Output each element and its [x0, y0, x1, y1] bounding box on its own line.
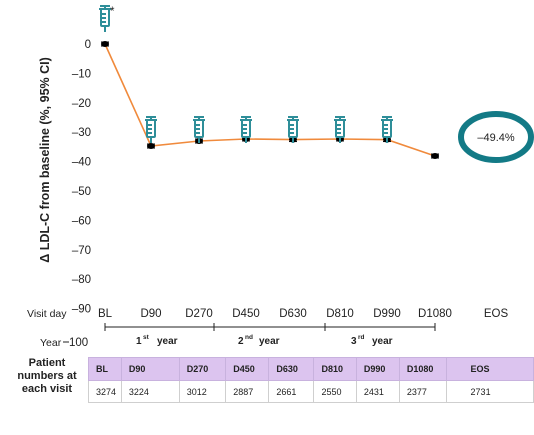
patient-numbers-table: BL D90 D270 D450 D630 D810 D990 D1080 EO… — [88, 357, 534, 403]
injection-asterisk: * — [110, 6, 115, 18]
table-cell: 2731 — [445, 380, 534, 403]
y-tick-label: –50 — [72, 186, 91, 198]
data-point — [147, 143, 155, 150]
y-tick-label: –60 — [72, 215, 91, 227]
year-number: 2 — [238, 336, 244, 347]
y-tick-label: –10 — [72, 68, 91, 80]
x-tick-label: D90 — [140, 308, 161, 320]
y-tick-label: –90 — [72, 304, 91, 316]
table-cell: 3274 — [88, 380, 122, 403]
ldl-chart: 0 –10 –20 –30 –40 –50 –60 –70 –80 –90 Δ LDL-C from… — [27, 5, 534, 349]
table-cell: 2431 — [355, 380, 400, 403]
table-header-cell: D1080 — [398, 357, 447, 381]
table-row: 3274 3224 3012 2887 2661 2550 2431 2377 … — [88, 380, 534, 403]
syringe-icon — [240, 116, 252, 143]
table-header-row: BL D90 D270 D450 D630 D810 D990 D1080 EO… — [88, 357, 534, 381]
table-header-cell: D630 — [268, 357, 315, 381]
data-point — [101, 41, 109, 47]
syringe-icon — [334, 116, 346, 143]
table-header-cell: EOS — [445, 357, 534, 381]
x-tick-label: D450 — [232, 308, 260, 320]
x-tick-label: D1080 — [418, 308, 452, 320]
y-axis-title: Δ LDL-C from baseline (%, 95% CI) — [38, 57, 52, 263]
year-number: 1 — [136, 336, 142, 347]
year-suffix: nd — [245, 334, 253, 341]
patient-label-line-3: each visit — [21, 383, 73, 395]
table-header-cell: D990 — [355, 357, 400, 381]
x-tick-label: D990 — [373, 308, 401, 320]
series-line — [104, 43, 436, 157]
y-tick-label: 0 — [85, 39, 91, 51]
table-header-cell: D810 — [313, 357, 357, 381]
data-point — [431, 153, 439, 160]
year-number: 3 — [351, 336, 357, 347]
y-tick-label: –80 — [72, 274, 91, 286]
y-tick-label: –70 — [72, 245, 91, 257]
year-axis-title: Year — [40, 337, 62, 349]
patient-label-line-2: numbers at — [17, 370, 77, 382]
y-tick-label: –20 — [72, 98, 91, 110]
table-cell: 3224 — [120, 380, 180, 403]
patient-numbers-label: Patient numbers at each visit — [8, 357, 86, 396]
year-word: year — [372, 336, 393, 347]
table-header-cell: D450 — [225, 357, 270, 381]
syringe-icon — [193, 116, 205, 143]
x-tick-label: BL — [98, 308, 113, 320]
x-tick-label: D810 — [326, 308, 354, 320]
year-suffix: st — [143, 334, 150, 341]
patient-label-line-1: Patient — [28, 357, 66, 369]
table-cell: 3012 — [178, 380, 227, 403]
x-tick-label: D630 — [279, 308, 307, 320]
syringe-icon — [145, 116, 157, 143]
table-header-cell: D270 — [178, 357, 227, 381]
table-cell: 2887 — [225, 380, 270, 403]
syringe-icon — [381, 116, 393, 143]
year-word: year — [259, 336, 280, 347]
syringe-icon — [287, 116, 299, 143]
callout-label: –49.4% — [477, 132, 515, 144]
y-tick-label: –30 — [72, 127, 91, 139]
x-tick-label: EOS — [484, 308, 509, 320]
year-axis-min: 100 — [69, 337, 88, 349]
table-header-cell: BL — [88, 357, 122, 381]
table-cell: 2550 — [313, 380, 357, 403]
table-cell: 2661 — [268, 380, 315, 403]
y-tick-label: –40 — [72, 157, 91, 169]
syringe-icon — [99, 5, 111, 32]
x-tick-label: D270 — [185, 308, 213, 320]
year-suffix: rd — [358, 334, 365, 341]
visit-axis-title: Visit day — [27, 308, 67, 320]
callout-ring — [458, 111, 534, 163]
table-header-cell: D90 — [120, 357, 180, 381]
year-word: year — [157, 336, 178, 347]
table-cell: 2377 — [398, 380, 447, 403]
